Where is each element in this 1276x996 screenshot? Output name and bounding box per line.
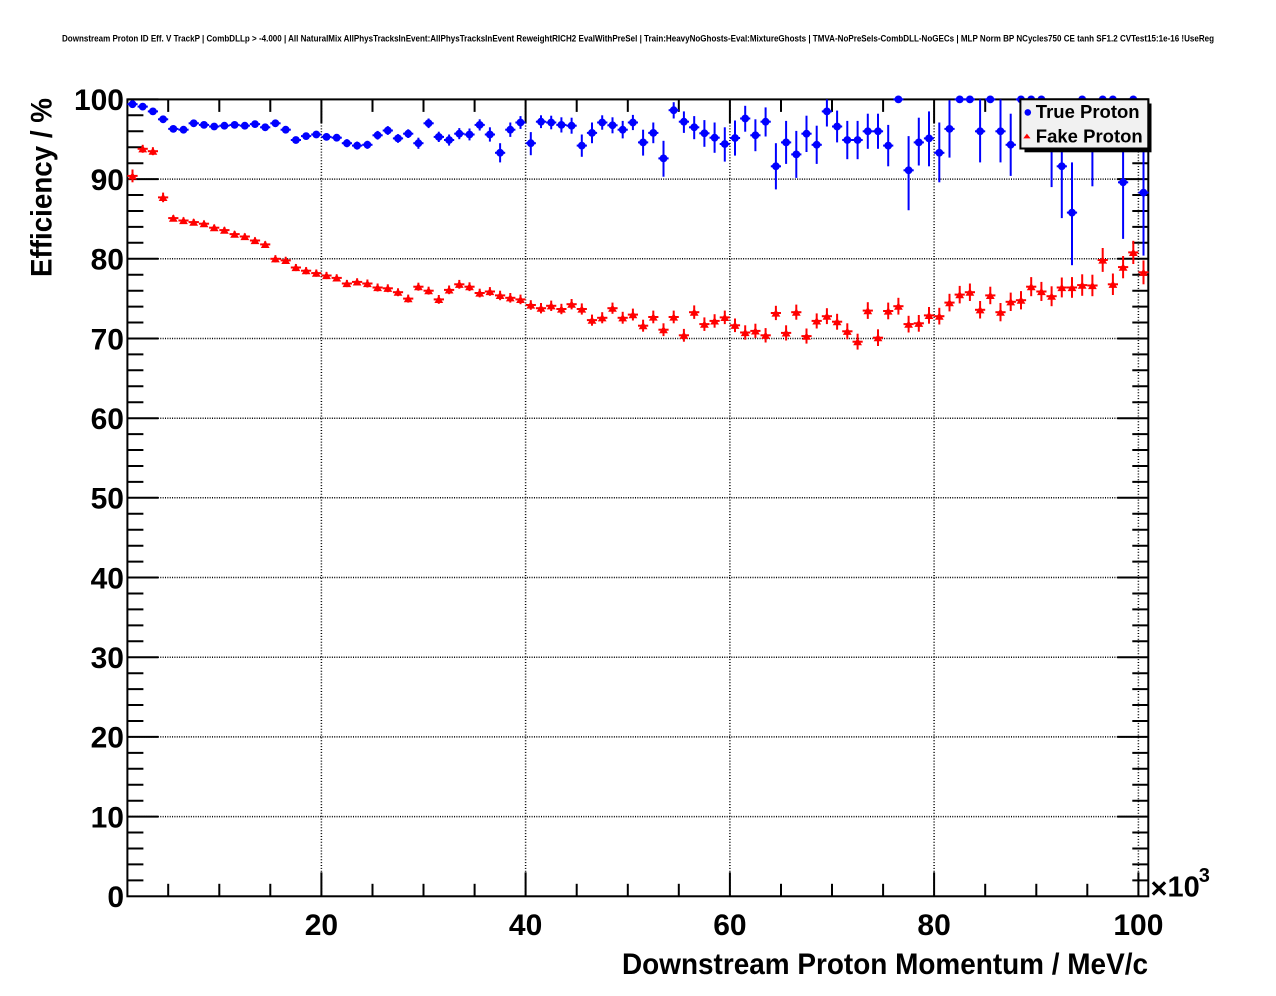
svg-text:3: 3: [1199, 865, 1210, 887]
svg-text:60: 60: [91, 403, 124, 436]
svg-text:Downstream Proton ID Eff. V Tr: Downstream Proton ID Eff. V TrackP | Com…: [62, 34, 1214, 44]
svg-text:80: 80: [917, 909, 950, 942]
svg-text:100: 100: [1113, 909, 1163, 942]
svg-text:10: 10: [91, 801, 124, 834]
svg-text:10: 10: [1168, 871, 1200, 903]
svg-text:60: 60: [713, 909, 746, 942]
svg-text:70: 70: [91, 323, 124, 356]
svg-text:80: 80: [91, 244, 124, 277]
svg-text:40: 40: [509, 909, 542, 942]
svg-text:20: 20: [305, 909, 338, 942]
svg-text:0: 0: [107, 881, 124, 914]
svg-text:×: ×: [1151, 873, 1168, 905]
svg-text:True Proton: True Proton: [1036, 101, 1140, 122]
svg-text:Efficiency / %: Efficiency / %: [26, 98, 59, 277]
svg-text:30: 30: [91, 642, 124, 675]
svg-text:Downstream Proton Momentum / M: Downstream Proton Momentum / MeV/c: [622, 948, 1148, 981]
svg-text:40: 40: [91, 562, 124, 595]
svg-text:Fake Proton: Fake Proton: [1036, 126, 1143, 147]
svg-text:90: 90: [91, 164, 124, 197]
svg-text:50: 50: [91, 483, 124, 516]
svg-text:20: 20: [91, 722, 124, 755]
svg-text:100: 100: [74, 84, 124, 117]
